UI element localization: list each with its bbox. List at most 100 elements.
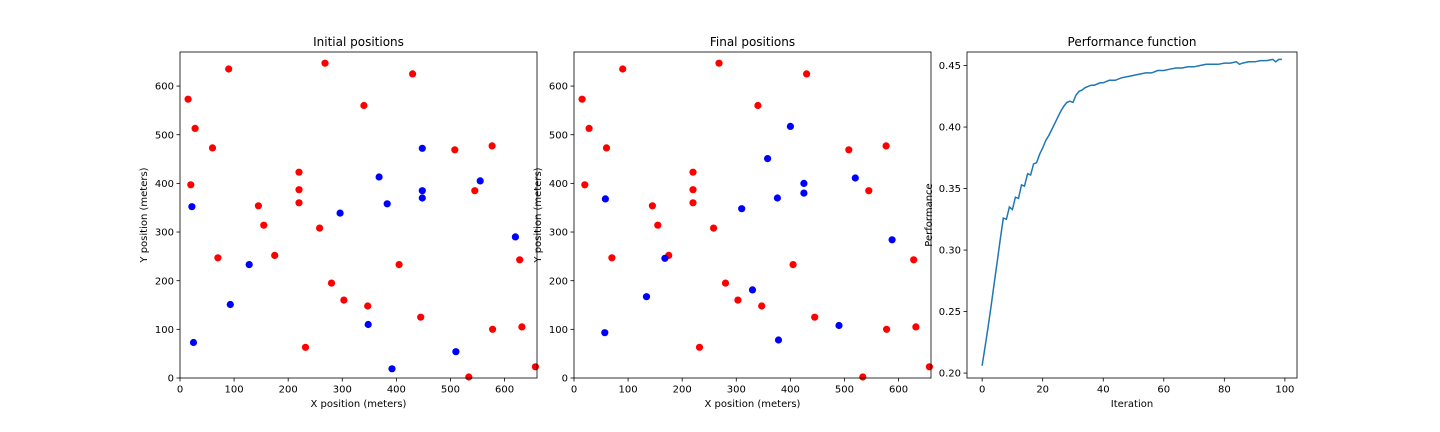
red-point bbox=[360, 101, 368, 110]
red-point bbox=[789, 261, 797, 269]
x-tick-label: 80 bbox=[1218, 385, 1231, 396]
red-point bbox=[859, 373, 867, 381]
red-point bbox=[191, 124, 199, 132]
red-point bbox=[648, 202, 657, 210]
red-point bbox=[208, 144, 217, 152]
blue-point bbox=[601, 329, 609, 337]
y-tick-label: 0.35 bbox=[939, 184, 961, 195]
blue-point bbox=[336, 209, 344, 217]
red-point bbox=[619, 65, 627, 73]
x-tick-label: 300 bbox=[727, 385, 746, 396]
red-point bbox=[489, 325, 497, 333]
red-point bbox=[409, 70, 417, 78]
blue-point bbox=[642, 293, 651, 301]
red-point bbox=[710, 224, 718, 232]
blue-point bbox=[786, 122, 795, 130]
x-tick-label: 40 bbox=[1097, 385, 1110, 396]
x-tick-label: 60 bbox=[1157, 385, 1170, 396]
blue-point bbox=[601, 195, 610, 203]
x-tick-label: 200 bbox=[673, 385, 692, 396]
x-tick-label: 20 bbox=[1036, 385, 1049, 396]
y-tick-label: 200 bbox=[549, 276, 568, 287]
y-tick-label: 0.30 bbox=[939, 246, 961, 257]
blue-point bbox=[375, 173, 383, 181]
red-point bbox=[187, 181, 195, 189]
red-point bbox=[811, 313, 819, 321]
x-tick-label: 0 bbox=[177, 385, 183, 396]
red-point bbox=[608, 254, 616, 262]
blue-point bbox=[388, 365, 396, 373]
red-point bbox=[465, 373, 473, 381]
x-axis-label: Iteration bbox=[1111, 399, 1153, 410]
red-point bbox=[715, 59, 723, 67]
blue-point bbox=[383, 200, 391, 208]
x-tick-label: 100 bbox=[619, 385, 638, 396]
performance-line bbox=[981, 58, 1282, 366]
y-tick-label: 500 bbox=[549, 130, 568, 141]
x-tick-label: 100 bbox=[225, 385, 244, 396]
red-point bbox=[340, 296, 348, 304]
red-point bbox=[721, 279, 730, 287]
red-point bbox=[516, 256, 524, 264]
chart-title: Performance function bbox=[1068, 35, 1197, 49]
chart-title: Final positions bbox=[710, 35, 795, 49]
red-point bbox=[734, 296, 742, 304]
blue-point bbox=[851, 174, 859, 182]
red-point bbox=[518, 323, 526, 331]
x-tick-label: 500 bbox=[441, 385, 460, 396]
blue-point bbox=[774, 336, 783, 344]
red-point bbox=[865, 187, 873, 195]
red-point bbox=[689, 186, 697, 194]
red-point bbox=[910, 256, 918, 264]
y-tick-label: 400 bbox=[549, 179, 568, 190]
axes-frame bbox=[573, 51, 932, 379]
blue-point bbox=[661, 254, 669, 262]
red-point bbox=[883, 325, 891, 333]
red-point bbox=[578, 95, 586, 103]
y-tick-label: 300 bbox=[549, 228, 568, 239]
red-point bbox=[214, 254, 222, 262]
y-tick-label: 0.20 bbox=[939, 369, 961, 380]
y-axis-label: Performance bbox=[924, 183, 935, 246]
blue-point bbox=[188, 203, 196, 211]
blue-point bbox=[226, 300, 234, 309]
red-point bbox=[912, 323, 920, 331]
y-tick-label: 600 bbox=[549, 82, 568, 93]
blue-point bbox=[418, 144, 426, 152]
red-point bbox=[184, 95, 192, 103]
x-tick-label: 300 bbox=[333, 385, 352, 396]
chart-panel-1: 0 100 200 300 400 500 600 0 100 200 300 400 500 600 In… bbox=[139, 35, 540, 410]
y-tick-label: 400 bbox=[155, 179, 174, 190]
y-tick-label: 100 bbox=[549, 325, 568, 336]
x-tick-label: 100 bbox=[1275, 385, 1294, 396]
y-tick-label: 600 bbox=[155, 82, 174, 93]
red-point bbox=[882, 142, 890, 150]
x-tick-label: 500 bbox=[835, 385, 854, 396]
chart-panel-2: 0 100 200 300 400 500 600 0 100 200 300 400 500 600 Fi… bbox=[533, 35, 934, 410]
red-point bbox=[803, 70, 811, 78]
x-tick-label: 600 bbox=[889, 385, 908, 396]
red-point bbox=[260, 221, 268, 229]
blue-point bbox=[511, 233, 519, 241]
y-axis-label: Y position (meters) bbox=[533, 167, 544, 263]
red-point bbox=[602, 144, 611, 152]
blue-point bbox=[738, 205, 746, 213]
blue-point bbox=[764, 155, 772, 163]
y-tick-label: 0.40 bbox=[939, 123, 961, 134]
y-axis-label: Y position (meters) bbox=[139, 167, 150, 263]
y-tick-label: 300 bbox=[155, 228, 174, 239]
blue-point bbox=[418, 194, 426, 202]
blue-point bbox=[189, 338, 198, 347]
chart-title: Initial positions bbox=[313, 35, 404, 49]
red-point bbox=[758, 302, 766, 310]
x-tick-label: 0 bbox=[571, 385, 577, 396]
blue-point bbox=[800, 189, 808, 197]
x-tick-label: 400 bbox=[781, 385, 800, 396]
x-tick-label: 200 bbox=[279, 385, 298, 396]
red-point bbox=[581, 181, 589, 189]
red-point bbox=[689, 168, 697, 176]
blue-point bbox=[888, 236, 896, 244]
red-point bbox=[488, 142, 496, 150]
red-point bbox=[301, 343, 310, 351]
